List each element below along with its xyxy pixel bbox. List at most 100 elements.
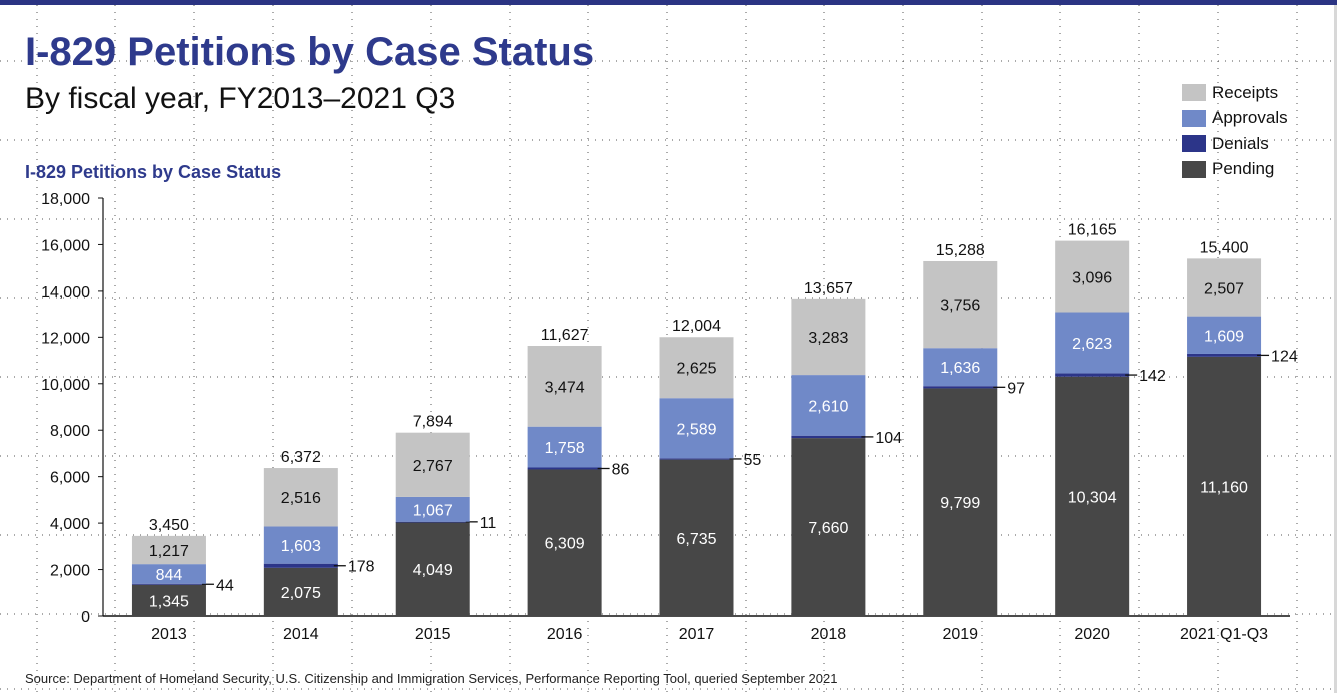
bar-segment-approvals — [527, 426, 602, 468]
y-tick-label: 0 — [81, 609, 90, 626]
data-label-receipts: 3,474 — [545, 379, 585, 396]
bar-segment-pending — [527, 469, 602, 616]
legend-swatch-denials — [1182, 135, 1206, 153]
bar-segment-pending — [1055, 376, 1130, 616]
bar-segment-denials — [791, 435, 866, 439]
bar-segment-receipts — [395, 432, 470, 497]
data-label-pending: 10,304 — [1068, 489, 1117, 506]
x-category-label: 2015 — [415, 626, 451, 643]
bar-segment-denials — [527, 467, 602, 470]
bar-segment-approvals — [131, 564, 206, 584]
data-label-approvals: 2,589 — [676, 421, 716, 438]
data-label-approvals: 1,609 — [1204, 328, 1244, 345]
x-category-label: 2019 — [942, 626, 978, 643]
data-label-denials: 55 — [744, 452, 762, 469]
legend-label-approvals: Approvals — [1212, 108, 1288, 128]
bar-segment-receipts — [1055, 240, 1130, 313]
x-category-label: 2020 — [1074, 626, 1110, 643]
data-label-pending: 6,735 — [676, 531, 716, 548]
legend-item-receipts: Receipts — [1182, 80, 1288, 106]
y-tick-label: 14,000 — [41, 284, 90, 301]
bar-segment-pending — [131, 584, 206, 616]
bar-segment-denials — [1055, 373, 1130, 377]
bar-segment-receipts — [527, 345, 602, 427]
legend-swatch-receipts — [1182, 84, 1206, 102]
x-category-label: 2016 — [547, 626, 583, 643]
data-label-pending: 4,049 — [413, 562, 453, 579]
x-category-label: 2014 — [283, 626, 319, 643]
data-label-denials: 142 — [1139, 368, 1166, 385]
y-tick-label: 16,000 — [41, 237, 90, 254]
legend-item-approvals: Approvals — [1182, 106, 1288, 132]
legend-label-receipts: Receipts — [1212, 82, 1279, 102]
y-tick-label: 12,000 — [41, 330, 90, 347]
chart-legend: Receipts Approvals Denials Pending — [1182, 80, 1288, 182]
data-label-denials: 97 — [1007, 380, 1025, 397]
bar-segment-denials — [395, 521, 470, 523]
data-label-total: 13,657 — [804, 280, 853, 297]
data-label-receipts: 3,096 — [1072, 270, 1112, 287]
data-label-approvals: 2,623 — [1072, 336, 1112, 353]
data-label-approvals: 844 — [156, 567, 183, 584]
data-label-approvals: 2,610 — [808, 398, 848, 415]
bar-segment-denials — [923, 386, 998, 389]
bar-segment-receipts — [659, 337, 734, 399]
data-label-approvals: 1,067 — [413, 502, 453, 519]
bar-segment-receipts — [791, 298, 866, 376]
data-label-receipts: 2,767 — [413, 458, 453, 475]
data-label-receipts: 2,516 — [281, 490, 321, 507]
bar-segment-pending — [1187, 356, 1262, 616]
data-label-pending: 6,309 — [545, 536, 585, 553]
data-label-total: 15,400 — [1200, 239, 1249, 256]
data-label-pending: 2,075 — [281, 585, 321, 602]
bar-segment-pending — [395, 521, 470, 616]
bar-segment-receipts — [131, 535, 206, 565]
page-subtitle: By fiscal year, FY2013–2021 Q3 — [25, 82, 456, 115]
bar-segment-receipts — [263, 468, 338, 527]
y-tick-label: 18,000 — [41, 191, 90, 208]
bar-segment-approvals — [923, 348, 998, 387]
legend-swatch-approvals — [1182, 109, 1206, 127]
data-label-receipts: 2,507 — [1204, 280, 1244, 297]
bar-segment-denials — [1187, 353, 1262, 357]
x-category-label: 2018 — [811, 626, 847, 643]
y-tick-label: 8,000 — [50, 423, 90, 440]
data-label-pending: 11,160 — [1200, 479, 1248, 496]
data-label-total: 6,372 — [281, 449, 321, 466]
x-category-label: 2021 Q1-Q3 — [1180, 626, 1268, 643]
page-title: I-829 Petitions by Case Status — [25, 30, 595, 74]
bar-segment-approvals — [263, 526, 338, 564]
legend-swatch-pending — [1182, 160, 1206, 178]
y-tick-label: 10,000 — [41, 377, 90, 394]
y-tick-label: 6,000 — [50, 470, 90, 487]
legend-label-pending: Pending — [1212, 159, 1275, 179]
data-label-pending: 7,660 — [808, 520, 848, 537]
data-label-denials: 104 — [875, 430, 902, 447]
data-label-approvals: 1,636 — [940, 360, 980, 377]
bar-segment-approvals — [395, 496, 470, 522]
bar-segment-approvals — [1187, 316, 1262, 354]
bar-segment-pending — [263, 567, 338, 616]
chart-title: I-829 Petitions by Case Status — [25, 162, 282, 182]
bar-segment-denials — [659, 458, 734, 460]
data-label-denials: 44 — [216, 577, 234, 594]
data-label-total: 3,450 — [149, 517, 189, 534]
right-edge-border — [1334, 5, 1337, 693]
data-label-approvals: 1,758 — [545, 440, 585, 457]
data-label-pending: 9,799 — [940, 495, 980, 512]
legend-item-denials: Denials — [1182, 131, 1288, 157]
data-label-denials: 11 — [480, 515, 497, 532]
x-category-label: 2017 — [679, 626, 715, 643]
data-label-receipts: 3,756 — [940, 298, 980, 315]
data-label-receipts: 3,283 — [808, 330, 848, 347]
data-label-total: 11,627 — [541, 327, 589, 344]
data-label-receipts: 2,625 — [676, 361, 716, 378]
source-note: Source: Department of Homeland Security,… — [25, 671, 838, 686]
bar-segment-pending — [791, 438, 866, 616]
bar-segment-pending — [923, 388, 998, 616]
data-label-total: 15,288 — [936, 242, 985, 259]
x-category-label: 2013 — [151, 626, 187, 643]
bar-segment-approvals — [1055, 312, 1130, 374]
data-label-denials: 178 — [348, 559, 375, 576]
